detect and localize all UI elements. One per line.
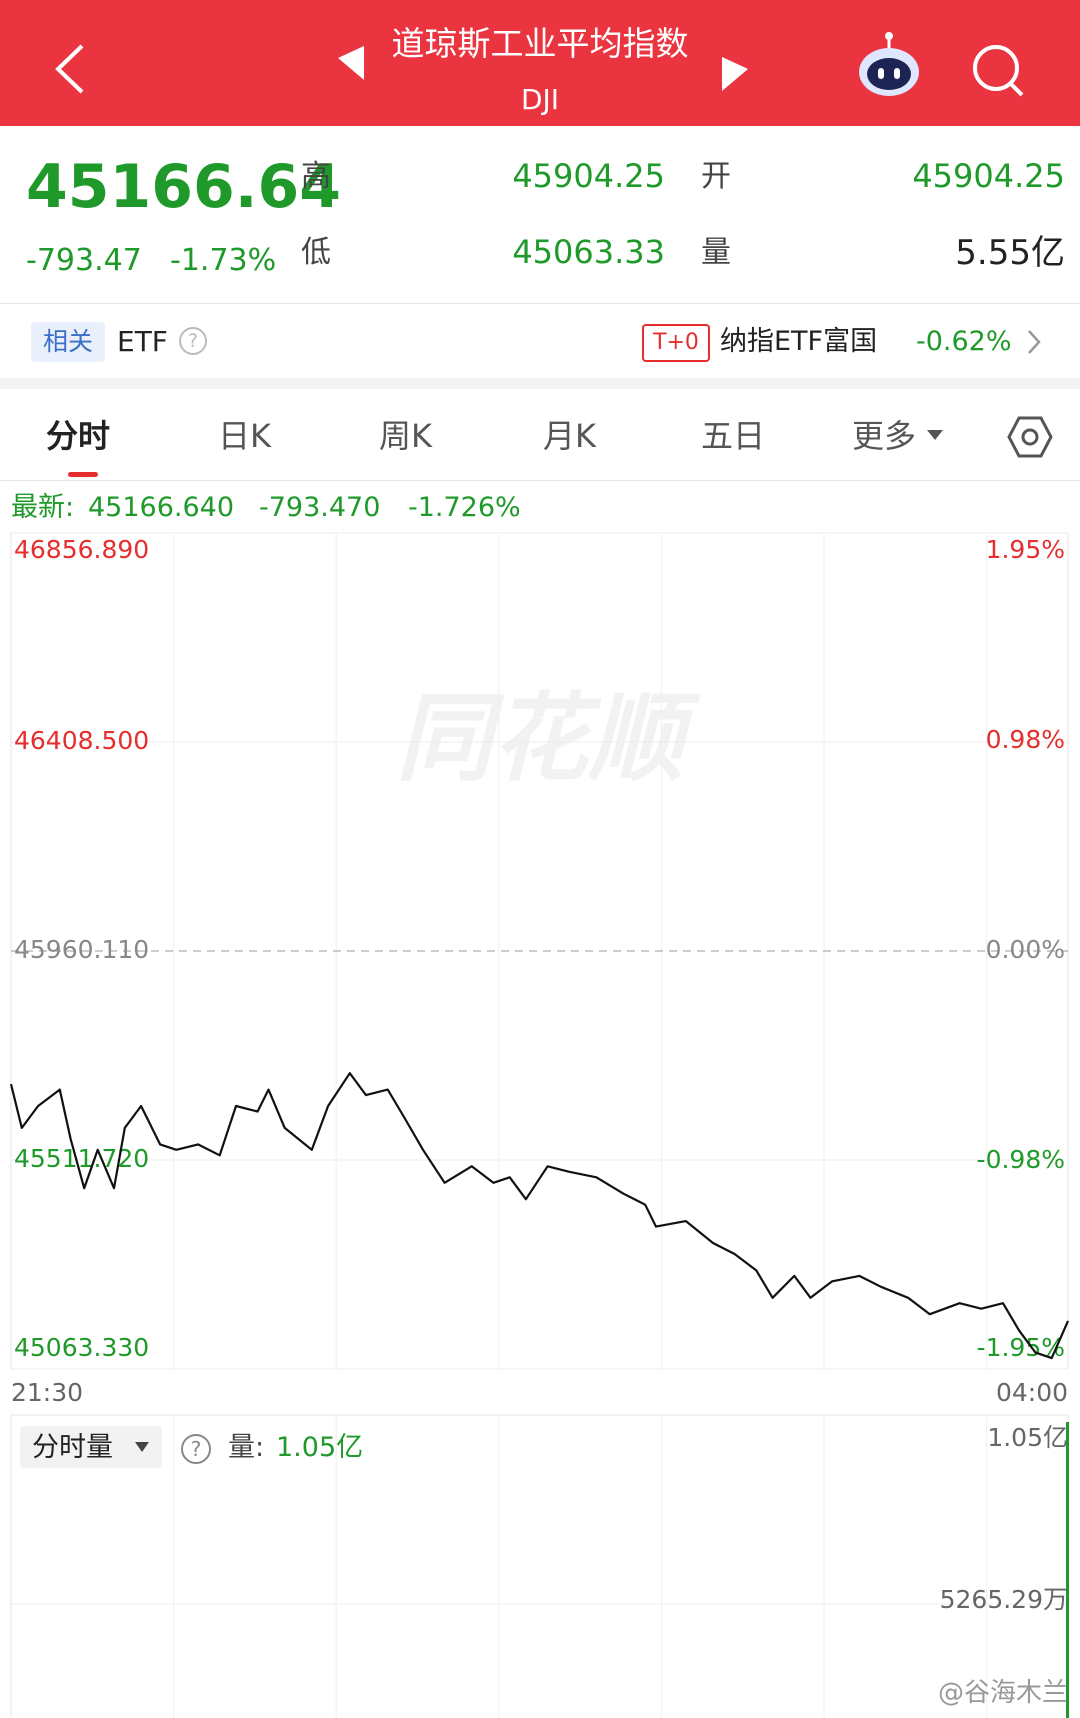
volume-selector-text[interactable]: 分时量	[32, 1432, 113, 1463]
etf-name[interactable]: 纳指ETF富国	[720, 326, 878, 357]
volume-value: 5.55亿	[955, 233, 1065, 273]
last-price: 45166.64	[26, 152, 342, 222]
selector-caret	[135, 1442, 149, 1452]
tab[interactable]: 五日	[701, 417, 766, 455]
latest-change: -793.470	[259, 492, 381, 523]
section-gap	[0, 378, 1080, 389]
tab-active[interactable]: 分时	[46, 417, 111, 455]
header-icons	[55, 32, 1024, 97]
y-tick-label: 46856.890	[14, 535, 149, 564]
y-tick-label: 45960.110	[14, 935, 149, 964]
settings-icon[interactable]	[1005, 412, 1055, 462]
help-icon[interactable]: ?	[179, 327, 207, 355]
next-arrow[interactable]	[722, 57, 748, 91]
t0-tag: T+0	[642, 324, 710, 362]
open-value: 45904.25	[912, 157, 1065, 195]
y-tick-label: 45063.330	[14, 1333, 149, 1362]
stock-name: 道琼斯工业平均指数	[391, 24, 689, 63]
volume-label: 量	[701, 235, 731, 270]
credit: @谷海木兰	[937, 1678, 1068, 1708]
prev-arrow[interactable]	[338, 46, 364, 80]
y-tick-label: 46408.500	[14, 726, 149, 755]
search-icon[interactable]	[973, 45, 1024, 97]
y2-tick-label: 0.00%	[986, 935, 1065, 964]
stock-code: DJI	[520, 83, 560, 116]
etf-arrow[interactable]	[1026, 329, 1042, 355]
related-tag: 相关	[31, 322, 105, 362]
tab-more[interactable]: 更多	[852, 417, 917, 455]
tab[interactable]: 周K	[379, 417, 432, 455]
watermark: 同花顺	[396, 682, 701, 794]
volume-max-label: 1.05亿	[987, 1423, 1068, 1452]
divider	[0, 480, 1080, 481]
price-line	[9, 1072, 1070, 1360]
etf-change: -0.62%	[916, 326, 1012, 357]
latest-label: 最新:	[11, 492, 75, 523]
open-label: 开	[701, 159, 731, 194]
y-tick-label: 45511.720	[14, 1144, 149, 1173]
volume-panel-label: 量:	[228, 1432, 265, 1463]
y2-tick-label: 0.98%	[986, 725, 1065, 754]
help-icon[interactable]: ?	[181, 1434, 211, 1464]
x-tick-label: 21:30	[11, 1378, 83, 1407]
volume-panel-value: 1.05亿	[276, 1432, 364, 1463]
y2-tick-label: -0.98%	[977, 1145, 1065, 1174]
latest-price: 45166.640	[88, 492, 235, 523]
low-label: 低	[301, 235, 331, 270]
x-tick-label: 04:00	[996, 1378, 1068, 1407]
tab[interactable]: 日K	[218, 417, 271, 455]
etf-label: ETF	[117, 325, 168, 358]
y2-tick-label: 1.95%	[986, 535, 1065, 564]
header: 道琼斯工业平均指数 DJI	[0, 0, 1080, 126]
volume-bar	[1066, 1422, 1069, 1718]
volume-selector[interactable]	[20, 1426, 162, 1468]
high-value: 45904.25	[512, 157, 665, 195]
change: -793.47	[26, 243, 142, 278]
low-value: 45063.33	[512, 233, 665, 271]
high-label: 高	[301, 159, 331, 194]
divider	[0, 303, 1080, 304]
latest-change-pct: -1.726%	[408, 492, 521, 523]
tab[interactable]: 月K	[543, 417, 596, 455]
back-button[interactable]	[55, 44, 84, 94]
volume-frame	[10, 1414, 1069, 1718]
more-caret	[927, 430, 943, 440]
tab-indicator	[68, 472, 98, 477]
change-pct: -1.73%	[170, 243, 277, 278]
assistant-icon[interactable]	[859, 32, 919, 96]
volume-mid-label: 5265.29万	[939, 1585, 1068, 1614]
